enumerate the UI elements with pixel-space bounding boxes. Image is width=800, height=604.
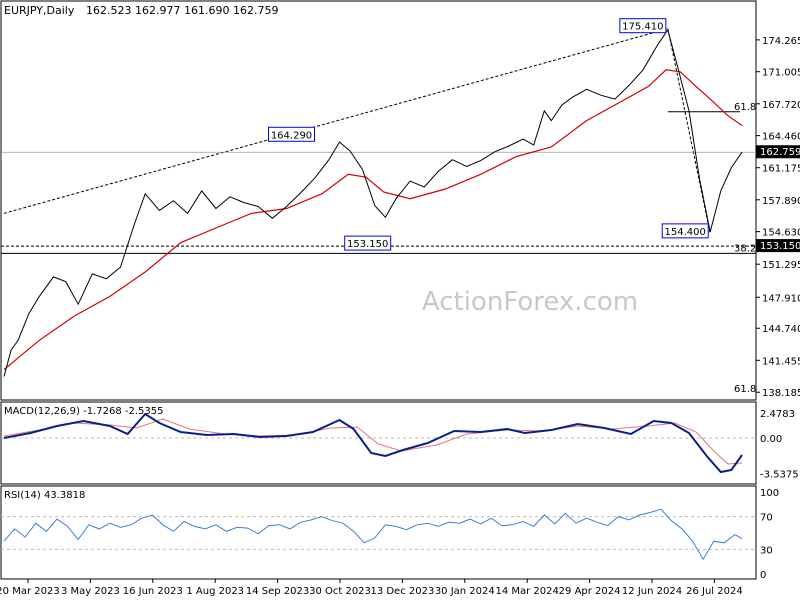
rsi-y-tick-label: 70	[760, 513, 773, 524]
price-y-tick-label: 171.005	[762, 68, 800, 79]
price-y-tick-label: 144.740	[762, 324, 800, 335]
x-tick-label: 20 Mar 2023	[0, 586, 60, 597]
x-tick-label: 12 Jun 2024	[622, 586, 682, 597]
fib-label: 61.8	[734, 384, 756, 395]
price-y-tick-label: 141.455	[762, 356, 800, 367]
price-annotation-label: 175.410	[622, 22, 663, 33]
price-y-tick-label: 147.910	[762, 293, 800, 304]
x-tick-label: 1 Aug 2023	[186, 586, 244, 597]
rsi-y-tick-label: 30	[760, 545, 773, 556]
rsi-y-tick-label: 0	[760, 570, 766, 581]
price-annotation-label: 154.400	[665, 227, 706, 238]
rsi-line	[3, 508, 743, 561]
price-y-tick-label: 157.890	[762, 196, 800, 207]
rsi-y-tick-label: 100	[760, 488, 779, 499]
macd-label: MACD(12,26,9) -1.7268 -2.5355	[4, 406, 164, 417]
macd-y-tick-label: -3.5375	[760, 469, 799, 480]
macd-main-line	[3, 412, 743, 474]
macd-y-tick-label: 0.00	[760, 434, 782, 445]
price-annotation-label: 164.290	[271, 130, 312, 141]
macd-y-tick-label: 2.4783	[760, 409, 795, 420]
fib-label: 61.8	[734, 102, 756, 113]
x-tick-label: 26 Jul 2024	[686, 586, 743, 597]
price-y-tick-label: 138.185	[762, 388, 800, 399]
price-y-tick-label: 174.265	[762, 36, 800, 47]
watermark: ActionForex.com	[422, 287, 638, 317]
price-y-tick-label: 151.295	[762, 260, 800, 271]
rsi-panel[interactable]	[0, 485, 757, 580]
price-annotation-tag	[619, 18, 667, 34]
x-tick-label: 3 May 2023	[61, 586, 120, 597]
x-tick-label: 14 Sep 2023	[246, 586, 309, 597]
price-line	[3, 28, 743, 377]
price-panel[interactable]	[0, 0, 757, 401]
x-tick-label: 14 Mar 2024	[495, 586, 558, 597]
x-tick-label: 16 Jun 2023	[123, 586, 183, 597]
x-tick-label: 30 Oct 2023	[309, 586, 371, 597]
price-y-tick-label: 154.630	[762, 228, 800, 239]
symbol-label: EURJPY,Daily	[4, 4, 75, 17]
macd-panel[interactable]	[0, 401, 757, 485]
ohlc-label: 162.523 162.977 161.690 162.759	[86, 4, 278, 17]
rsi-label: RSI(14) 43.3818	[4, 490, 85, 501]
price-annotation-tag	[344, 235, 392, 251]
price-axis-marker	[756, 239, 800, 253]
price-annotation-tag	[268, 126, 316, 142]
x-tick-label: 13 Dec 2023	[370, 586, 434, 597]
price-axis-marker-label: 153.150	[760, 241, 800, 252]
price-axis-marker-label: 162.759	[760, 147, 800, 158]
price-annotation-tag	[661, 223, 709, 239]
price-y-tick-label: 167.720	[762, 100, 800, 111]
x-tick-label: 29 Apr 2024	[559, 586, 621, 597]
x-tick-label: 30 Jan 2024	[435, 586, 495, 597]
fib-label: 38.2	[734, 243, 756, 254]
price-y-tick-label: 161.175	[762, 164, 800, 175]
price-annotation-label: 153.150	[347, 239, 388, 250]
ma-line	[3, 69, 743, 371]
price-axis-marker	[756, 145, 800, 159]
price-y-tick-label: 164.460	[762, 132, 800, 143]
